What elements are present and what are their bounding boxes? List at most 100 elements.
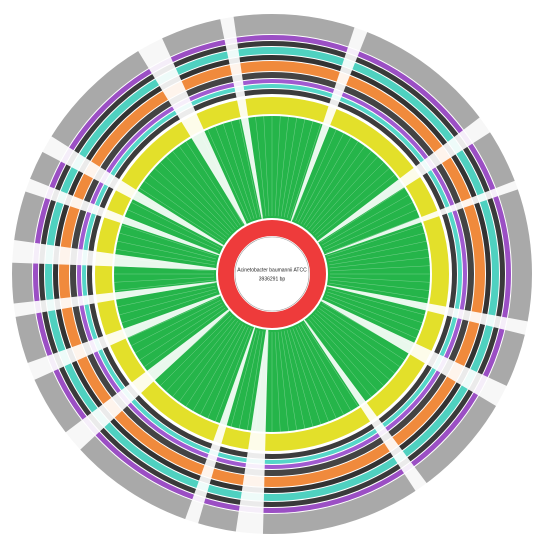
ring bbox=[53, 55, 491, 493]
gap-wedge bbox=[290, 25, 368, 222]
ring-texture bbox=[316, 310, 395, 374]
ring-texture bbox=[298, 133, 344, 223]
ring-texture bbox=[316, 174, 395, 238]
ring-texture bbox=[223, 123, 255, 219]
gap-wedge bbox=[25, 294, 221, 381]
ring-texture bbox=[295, 129, 337, 222]
ring-texture bbox=[326, 294, 420, 331]
ring-texture bbox=[230, 329, 258, 427]
ring-texture bbox=[295, 326, 337, 419]
gap-wedge bbox=[137, 36, 247, 226]
ring-texture bbox=[127, 209, 220, 251]
ring bbox=[45, 47, 499, 501]
ring-texture bbox=[329, 279, 430, 291]
ring-texture bbox=[277, 331, 289, 432]
ring-texture bbox=[300, 324, 352, 411]
ring-texture bbox=[154, 168, 229, 236]
gap-wedge bbox=[40, 135, 224, 247]
ring-texture bbox=[115, 249, 215, 266]
ring bbox=[59, 61, 485, 487]
ring-texture bbox=[207, 326, 249, 419]
ring-texture bbox=[160, 314, 232, 386]
ring bbox=[39, 41, 505, 507]
ring-texture bbox=[185, 322, 241, 407]
ring-texture bbox=[215, 328, 252, 422]
ring-texture bbox=[144, 181, 226, 241]
ring bbox=[70, 72, 474, 476]
gap-wedge bbox=[303, 319, 428, 493]
ring-texture bbox=[286, 329, 314, 427]
ring-texture bbox=[166, 156, 234, 231]
ring bbox=[218, 220, 326, 328]
gap-wedge bbox=[184, 327, 256, 526]
ring-texture bbox=[327, 291, 423, 323]
ring-texture bbox=[131, 300, 221, 346]
ring bbox=[77, 79, 467, 469]
ring-texture bbox=[121, 291, 217, 323]
ring-texture bbox=[280, 331, 297, 431]
ring-texture bbox=[274, 116, 281, 217]
ring-texture bbox=[114, 279, 215, 291]
ring-texture bbox=[310, 156, 378, 231]
ring-texture bbox=[119, 232, 217, 260]
ring-texture bbox=[200, 325, 246, 415]
ring-texture bbox=[131, 202, 221, 248]
ring-texture bbox=[298, 325, 344, 415]
ring-texture bbox=[308, 151, 372, 230]
genome-name: Acinetobacter baumannii ATCC bbox=[237, 267, 307, 273]
ring-texture bbox=[135, 302, 222, 354]
ring-texture bbox=[310, 317, 378, 392]
ring-group bbox=[12, 14, 532, 534]
ring-texture bbox=[320, 305, 405, 361]
ring-texture bbox=[322, 194, 409, 246]
ring-texture bbox=[144, 307, 226, 367]
ring-texture bbox=[255, 116, 267, 217]
ring-texture bbox=[239, 119, 261, 218]
ring-texture bbox=[300, 137, 352, 224]
ring-texture bbox=[247, 331, 264, 431]
ring-texture bbox=[215, 126, 252, 220]
ring bbox=[95, 97, 449, 451]
ring-texture bbox=[324, 209, 417, 251]
ring-texture bbox=[324, 297, 417, 339]
ring-texture bbox=[303, 322, 359, 407]
ring-texture bbox=[323, 202, 413, 248]
ring bbox=[33, 35, 511, 513]
gap-group bbox=[10, 14, 530, 536]
ring-texture bbox=[289, 123, 321, 219]
ring-texture bbox=[121, 225, 217, 257]
ring-texture bbox=[179, 146, 239, 228]
ring-texture bbox=[292, 328, 329, 422]
ring bbox=[12, 14, 532, 534]
ring-texture bbox=[114, 276, 215, 283]
gap-wedge bbox=[324, 180, 520, 256]
ring-texture bbox=[327, 225, 423, 257]
gap-wedge bbox=[235, 329, 269, 536]
ring-texture bbox=[280, 117, 297, 217]
ring-texture bbox=[312, 314, 384, 386]
ring-texture bbox=[207, 129, 249, 222]
ring-texture bbox=[149, 174, 228, 238]
ring-texture bbox=[127, 297, 220, 339]
ring-texture bbox=[329, 265, 430, 272]
ring-texture bbox=[315, 168, 390, 236]
ring-texture bbox=[329, 249, 429, 266]
ring-texture bbox=[172, 318, 236, 397]
ring-texture bbox=[185, 141, 241, 226]
center-disc bbox=[234, 236, 310, 312]
ring-texture bbox=[263, 116, 270, 217]
ring-texture bbox=[326, 217, 420, 254]
gap-wedge bbox=[326, 285, 530, 336]
ring bbox=[82, 84, 462, 464]
gap-wedge bbox=[23, 178, 220, 256]
gap-wedge bbox=[219, 14, 263, 220]
genome-length: 3936291 bp bbox=[259, 276, 286, 282]
ring bbox=[87, 89, 457, 459]
ring-texture bbox=[139, 305, 224, 361]
ring-texture bbox=[320, 187, 405, 243]
ring-texture bbox=[328, 241, 427, 263]
ring-texture bbox=[318, 307, 400, 367]
gap-wedge bbox=[317, 116, 492, 243]
gap-wedge bbox=[10, 239, 217, 271]
